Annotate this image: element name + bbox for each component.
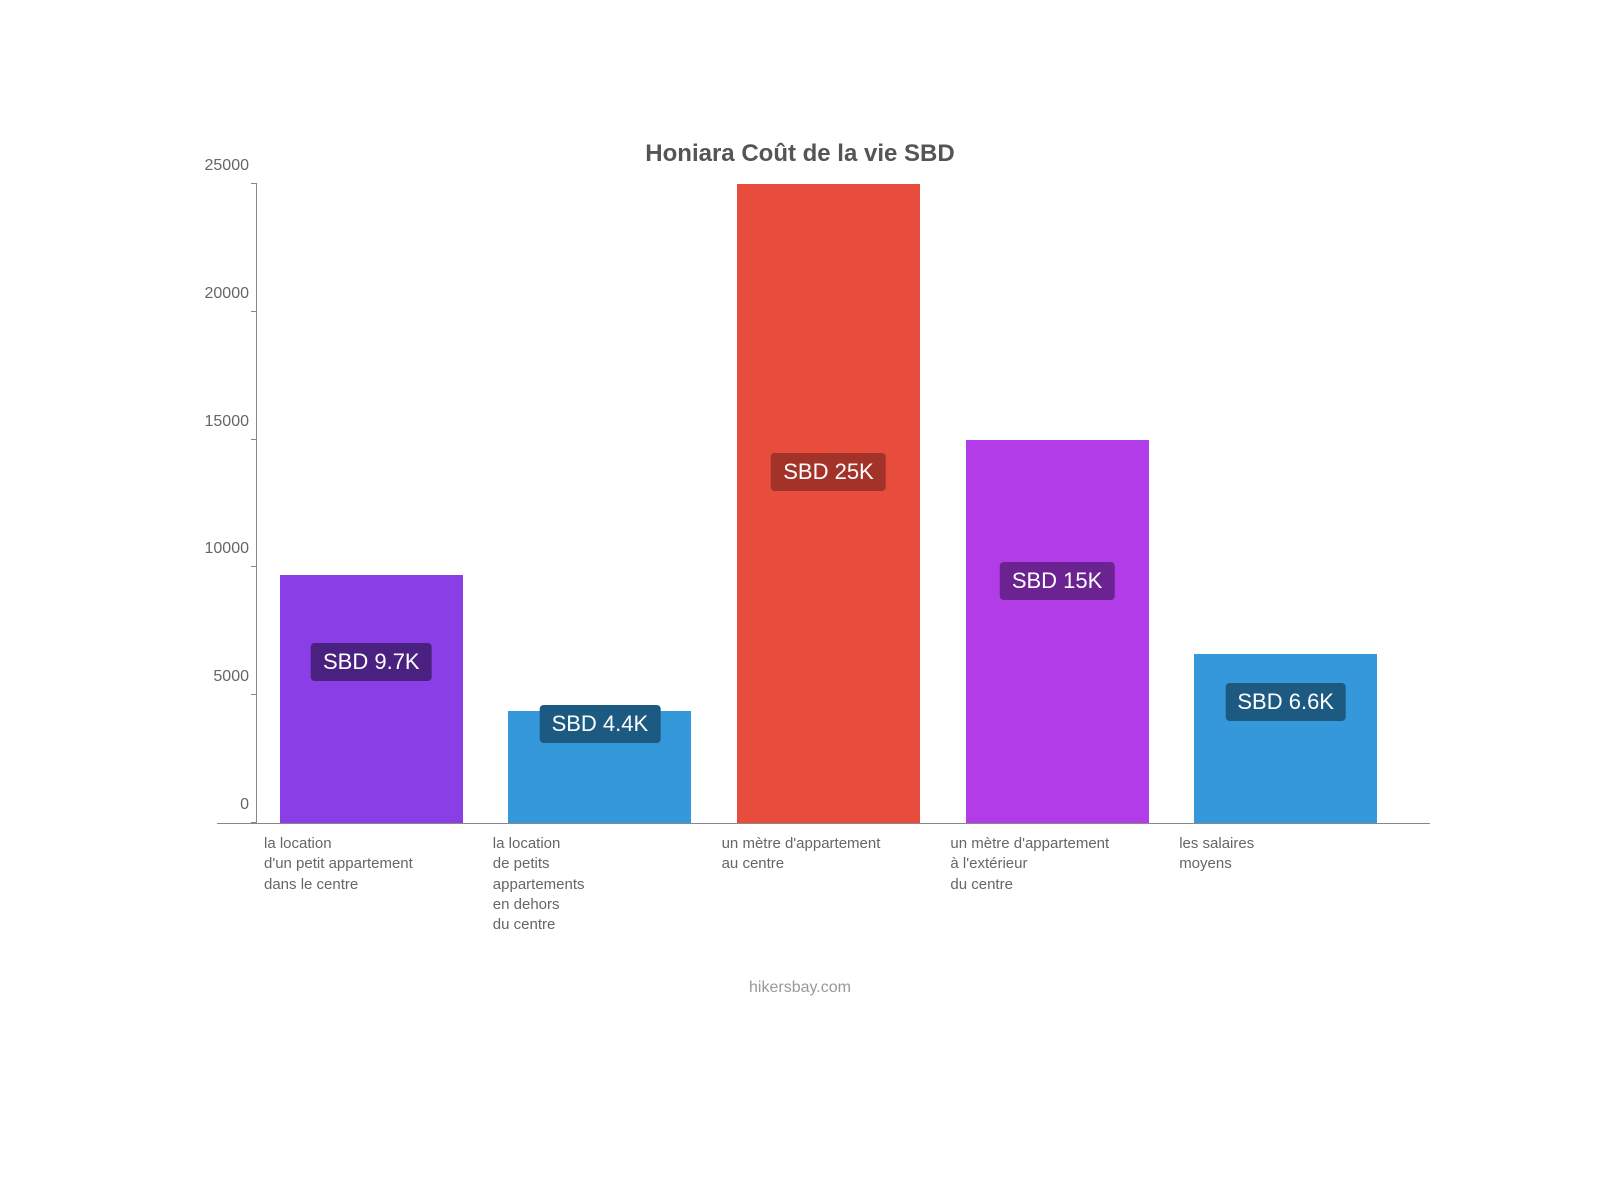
y-tick-mark <box>251 822 257 823</box>
value-badge: SBD 9.7K <box>311 643 432 681</box>
baseline-extension <box>217 823 257 824</box>
bar: SBD 6.6K <box>1194 654 1377 823</box>
y-tick-mark <box>251 183 257 184</box>
x-axis-label: un mètre d'appartementau centre <box>714 834 943 935</box>
y-tick-mark <box>251 439 257 440</box>
x-axis-label: la locationde petitsappartementsen dehor… <box>485 834 714 935</box>
bar-slot: SBD 4.4K <box>486 184 715 823</box>
bar-slot: SBD 15K <box>943 184 1172 823</box>
value-badge: SBD 25K <box>771 453 886 491</box>
y-tick-label: 15000 <box>191 413 249 431</box>
x-axis-labels: la locationd'un petit appartementdans le… <box>256 834 1400 935</box>
bar: SBD 9.7K <box>280 575 463 823</box>
bars-container: SBD 9.7K SBD 4.4K SBD 25K SBD 15K SBD 6.6K <box>257 184 1400 823</box>
y-tick-mark <box>251 566 257 567</box>
baseline-extension <box>1400 823 1430 824</box>
y-tick-label: 10000 <box>191 540 249 558</box>
y-tick-mark <box>251 694 257 695</box>
bar: SBD 15K <box>966 440 1149 823</box>
chart-credit: hikersbay.com <box>190 979 1410 997</box>
x-axis-label: un mètre d'appartementà l'extérieurdu ce… <box>942 834 1171 935</box>
y-tick-mark <box>251 311 257 312</box>
bar: SBD 25K <box>737 184 920 823</box>
y-tick-label: 5000 <box>191 668 249 686</box>
y-tick-label: 25000 <box>191 157 249 175</box>
x-axis-label: les salairesmoyens <box>1171 834 1400 935</box>
y-tick-label: 20000 <box>191 285 249 303</box>
bar-slot: SBD 6.6K <box>1171 184 1400 823</box>
bar-slot: SBD 9.7K <box>257 184 486 823</box>
chart-title: Honiara Coût de la vie SBD <box>190 140 1410 168</box>
y-tick-label: 0 <box>191 796 249 814</box>
bar: SBD 4.4K <box>508 711 691 823</box>
x-axis-label: la locationd'un petit appartementdans le… <box>256 834 485 935</box>
bar-slot: SBD 25K <box>714 184 943 823</box>
value-badge: SBD 6.6K <box>1225 683 1346 721</box>
plot-area: SBD 9.7KSBD 4.4KSBD 25KSBD 15KSBD 6.6K 0… <box>256 184 1400 824</box>
value-badge: SBD 4.4K <box>540 705 661 743</box>
cost-of-living-chart: Honiara Coût de la vie SBD SBD 9.7K SBD 4… <box>160 120 1440 1080</box>
value-badge: SBD 15K <box>1000 562 1115 600</box>
